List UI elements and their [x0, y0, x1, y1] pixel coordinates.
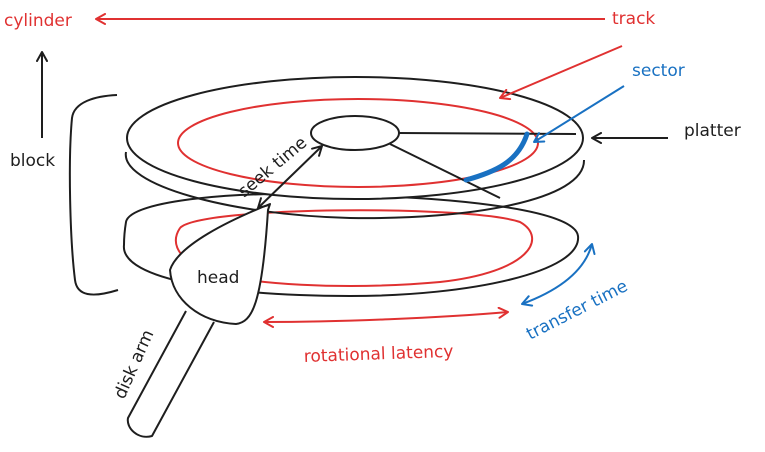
disk-head: [169, 203, 271, 325]
rotational-latency-label: rotational latency: [303, 342, 453, 367]
disk-arm: [126, 310, 215, 438]
track-label: track: [612, 9, 655, 29]
head-label: head: [197, 268, 239, 288]
sector-arrow: [533, 85, 625, 143]
upper-platter-track: [177, 98, 539, 188]
rotational-latency-arrow: [263, 306, 509, 328]
spindle: [310, 115, 400, 151]
block-label: block: [10, 151, 55, 171]
upper-platter: [124, 76, 586, 220]
sector-highlight: [463, 131, 530, 183]
cylinder-label: cylinder: [4, 11, 72, 31]
seek-time-arrow: [257, 145, 323, 209]
track-arrow: [499, 45, 623, 101]
transfer-time-arrow: [521, 243, 596, 307]
transfer-time-label: transfer time: [523, 276, 631, 344]
block-bracket: [68, 94, 119, 296]
sector-label: sector: [632, 61, 685, 81]
disk-arm-assembly: [126, 203, 271, 438]
platter-label: platter: [684, 121, 741, 141]
